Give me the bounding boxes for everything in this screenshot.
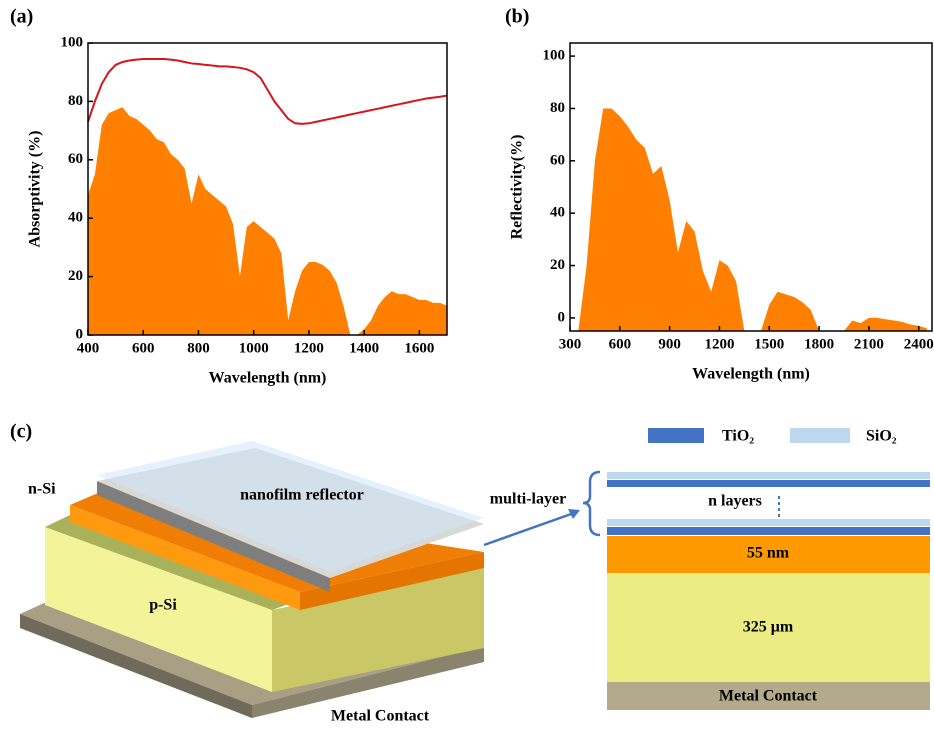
label: Metal Contact [331,708,430,725]
device-3d [20,441,580,718]
label: p-Si [149,597,177,614]
figure: (c) n-Si nanofilm reflector p-Si Metal C… [0,0,934,729]
arrow [484,513,574,545]
tio2-layer [607,480,930,487]
label: n-Si [28,481,56,498]
legend-label: TiO₂ [722,428,754,445]
x-tick-label: 1600 [404,340,434,356]
x-tick-label: 1200 [704,336,734,352]
legend-swatch [790,428,850,443]
x-tick-label: 2100 [854,336,884,352]
legend-swatch [648,428,704,443]
panel-label: (b) [505,6,529,28]
area [570,108,927,331]
label: 325 μm [743,619,794,636]
label: Metal Contact [719,688,818,705]
area [88,107,447,335]
line [88,59,447,124]
label: multi-layer [490,491,566,508]
y-axis-title: Reflectivity(%) [509,135,526,240]
x-tick-label: 800 [187,340,210,356]
layer-stack [583,428,930,710]
x-tick-label: 1200 [294,340,324,356]
y-tick-label: 100 [61,34,84,50]
y-axis-title: Absorptivity (%) [27,131,44,248]
y-tick-label: 20 [550,257,565,273]
y-tick-label: 0 [76,326,84,342]
tio2-layer [607,527,930,535]
y-tick-label: 20 [68,268,83,284]
y-tick-label: 40 [550,205,565,221]
x-tick-label: 1000 [239,340,269,356]
panel-label: (c) [10,421,32,443]
chart: 300 600 900 1200 1500 1800 2100 2400 0 20 40 60 80 10… [505,6,934,383]
label: 55 nm [747,545,790,562]
y-tick-label: 80 [68,93,83,109]
y-tick-label: 80 [550,100,565,116]
sio2-layer [607,519,930,526]
y-tick-label: 40 [68,210,83,226]
y-tick-label: 60 [68,151,83,167]
x-tick-label: 1400 [349,340,379,356]
x-tick-label: 600 [609,336,632,352]
chart: 400 600 800 1000 1200 1400 1600 0 20 40 60 80 100 Wav… [10,6,447,387]
y-tick-label: 0 [558,309,566,325]
brace [583,472,600,535]
panel-label: (a) [10,6,33,28]
x-tick-label: 300 [559,336,582,352]
x-tick-label: 600 [132,340,155,356]
sio2-layer [607,472,930,479]
x-axis-title: Wavelength (nm) [209,370,327,387]
x-tick-label: 400 [77,340,100,356]
legend-label: SiO₂ [866,428,897,445]
x-tick-label: 2400 [904,336,934,352]
x-axis-title: Wavelength (nm) [692,366,810,383]
x-tick-label: 1500 [754,336,784,352]
y-tick-label: 100 [543,48,566,64]
x-tick-label: 900 [658,336,681,352]
label: n layers [708,493,762,510]
label: nanofilm reflector [240,487,364,504]
y-tick-label: 60 [550,152,565,168]
x-tick-label: 1800 [804,336,834,352]
